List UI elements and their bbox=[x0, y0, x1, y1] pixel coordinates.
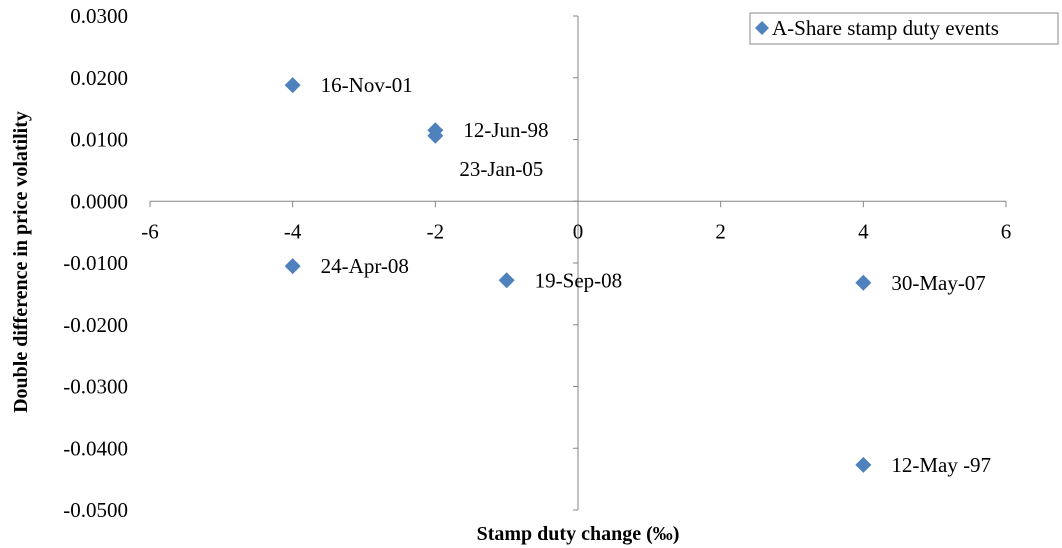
y-tick-label: 0.0200 bbox=[70, 66, 128, 90]
data-label: 16-Nov-01 bbox=[321, 73, 413, 97]
x-tick-label: 0 bbox=[573, 219, 584, 243]
y-tick-label: -0.0200 bbox=[63, 313, 128, 337]
data-point bbox=[855, 456, 872, 473]
data-point bbox=[284, 258, 301, 275]
data-label: 19-Sep-08 bbox=[535, 268, 623, 292]
data-point bbox=[284, 77, 301, 94]
data-point bbox=[427, 127, 444, 144]
data-label: 12-May -97 bbox=[891, 453, 991, 477]
legend: A-Share stamp duty events bbox=[749, 12, 1059, 45]
y-tick-labels: 0.0300 0.0200 0.0100 0.0000 -0.0100 -0.0200 -0… bbox=[63, 4, 128, 522]
x-axis-title: Stamp duty change (‰) bbox=[477, 523, 680, 545]
data-label: 23-Jan-05 bbox=[459, 157, 543, 181]
axes bbox=[149, 15, 1007, 511]
data-point bbox=[498, 272, 515, 289]
x-tick-labels: -6 -4 -2 0 2 4 6 bbox=[141, 219, 1011, 243]
y-tick-label: -0.0300 bbox=[63, 375, 128, 399]
legend-marker bbox=[755, 21, 769, 35]
data-label: 30-May-07 bbox=[891, 271, 985, 295]
y-axis-title: Double difference in price volatility bbox=[10, 111, 32, 413]
y-tick-label: 0.0300 bbox=[70, 4, 128, 28]
y-tick-label: 0.0100 bbox=[70, 128, 128, 152]
data-point bbox=[855, 274, 872, 291]
data-points bbox=[284, 77, 872, 473]
legend-box bbox=[749, 12, 1059, 45]
data-label: 24-Apr-08 bbox=[321, 254, 409, 278]
x-tick-label: -6 bbox=[141, 219, 159, 243]
y-tick-label: -0.0100 bbox=[63, 251, 128, 275]
y-tick-label: 0.0000 bbox=[70, 189, 128, 213]
legend-label: A-Share stamp duty events bbox=[772, 16, 999, 40]
point-labels: 16-Nov-01 12-Jun-98 23-Jan-05 24-Apr-08 19-S… bbox=[321, 73, 991, 477]
x-tick-label: -2 bbox=[427, 219, 445, 243]
data-label: 12-Jun-98 bbox=[463, 118, 548, 142]
x-tick-label: -4 bbox=[284, 219, 302, 243]
x-tick-label: 2 bbox=[715, 219, 726, 243]
x-tick-label: 6 bbox=[1001, 219, 1012, 243]
y-tick-label: -0.0500 bbox=[63, 498, 128, 522]
x-tick-label: 4 bbox=[858, 219, 869, 243]
y-tick-label: -0.0400 bbox=[63, 436, 128, 460]
